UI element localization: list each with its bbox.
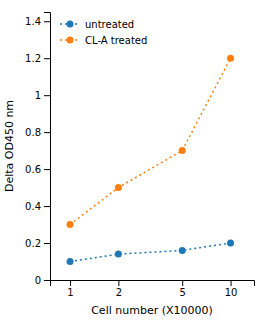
tick-mark bbox=[44, 243, 50, 244]
tick-mark bbox=[44, 58, 50, 59]
legend: untreated CL-A treated bbox=[60, 19, 147, 46]
point bbox=[115, 184, 122, 191]
tick: 0.6 bbox=[25, 164, 50, 175]
tick-label: 1.4 bbox=[25, 16, 41, 27]
tick: 1.2 bbox=[25, 53, 50, 64]
marks bbox=[67, 55, 234, 265]
tick: 1.4 bbox=[25, 16, 50, 27]
legend-marker bbox=[67, 21, 74, 28]
tick-label: 10 bbox=[225, 287, 238, 298]
point bbox=[67, 258, 74, 265]
point bbox=[67, 221, 74, 228]
tick: 0.8 bbox=[25, 127, 50, 138]
axis-line bbox=[51, 281, 255, 287]
series-line bbox=[70, 243, 230, 261]
tick-label: 0.2 bbox=[25, 238, 41, 249]
legend-item: CL-A treated bbox=[60, 35, 147, 46]
point bbox=[115, 251, 122, 258]
tick-mark bbox=[44, 169, 50, 170]
point bbox=[227, 55, 234, 62]
point bbox=[227, 240, 234, 247]
y-axis: 0 0.2 0.4 0.6 0.8 1 1.2 1.4 bbox=[25, 13, 50, 286]
legend-label: CL-A treated bbox=[85, 35, 147, 46]
tick-mark bbox=[44, 21, 50, 22]
legend-label: untreated bbox=[85, 19, 134, 30]
tick-mark bbox=[70, 280, 71, 286]
tick-label: 2 bbox=[116, 287, 122, 298]
tick-label: 1 bbox=[67, 287, 73, 298]
x-axis-title: Cell number (X10000) bbox=[91, 304, 213, 317]
legend-marker bbox=[67, 37, 74, 44]
y-axis-title: Delta OD450 nm bbox=[3, 100, 16, 192]
tick: 0.4 bbox=[25, 201, 50, 212]
axis-line bbox=[44, 13, 51, 281]
point bbox=[179, 147, 186, 154]
point bbox=[179, 247, 186, 254]
tick-mark bbox=[44, 206, 50, 207]
tick-mark bbox=[44, 95, 50, 96]
tick-label: 0.6 bbox=[25, 164, 41, 175]
tick: 10 bbox=[225, 280, 238, 298]
tick-mark bbox=[44, 132, 50, 133]
tick: 1 bbox=[35, 90, 50, 101]
tick-label: 0.8 bbox=[25, 127, 41, 138]
tick-mark bbox=[44, 280, 50, 281]
tick-label: 0.4 bbox=[25, 201, 41, 212]
tick-label: 1 bbox=[35, 90, 41, 101]
tick: 1 bbox=[67, 280, 73, 298]
tick: 2 bbox=[116, 280, 122, 298]
plot: 1 2 5 10 0 0.2 0.4 0.6 0.8 1 1.2 1.4 untreated CL-A t… bbox=[25, 13, 254, 299]
chart: 1 2 5 10 0 0.2 0.4 0.6 0.8 1 1.2 1.4 untreated CL-A t… bbox=[0, 0, 268, 322]
series-line bbox=[70, 58, 230, 224]
tick-mark bbox=[118, 280, 119, 286]
tick: 0 bbox=[35, 275, 50, 286]
tick: 5 bbox=[180, 280, 186, 298]
tick-label: 0 bbox=[35, 275, 41, 286]
tick-mark bbox=[182, 280, 183, 286]
tick-mark bbox=[231, 280, 232, 286]
x-axis: 1 2 5 10 bbox=[51, 280, 255, 298]
legend-item: untreated bbox=[60, 19, 134, 30]
tick-label: 5 bbox=[180, 287, 186, 298]
tick-label: 1.2 bbox=[25, 53, 41, 64]
tick: 0.2 bbox=[25, 238, 50, 249]
